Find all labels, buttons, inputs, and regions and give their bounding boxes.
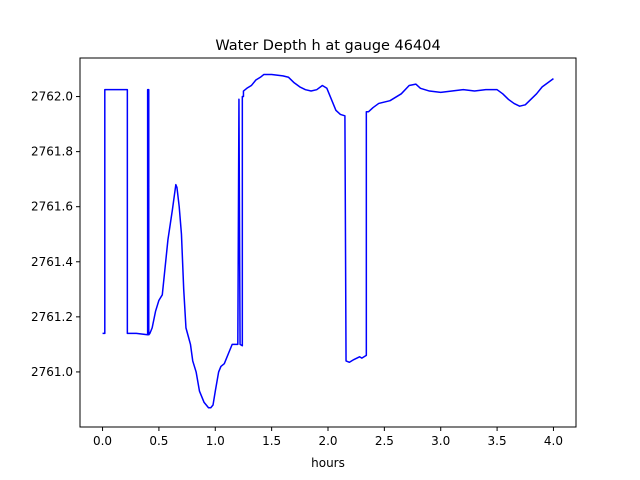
x-tick-label: 0.5 [149,434,168,448]
series-line-0 [102,73,554,409]
x-tick-label: 1.5 [262,434,281,448]
x-tick-label: 4.0 [544,434,563,448]
x-axis-label: hours [311,456,345,470]
x-tick-label: 2.0 [318,434,337,448]
x-tick-label: 1.0 [206,434,225,448]
chart-title: Water Depth h at gauge 46404 [215,38,440,54]
y-tick-label: 2761.2 [31,310,73,324]
axes-frame [79,57,577,428]
y-axis: 2761.0 2761.2 2761.4 2761.6 2761.8 2762.0 [31,90,80,379]
x-tick-label: 0.0 [93,434,112,448]
x-tick-label: 3.5 [488,434,507,448]
y-tick-label: 2761.6 [31,200,73,214]
x-tick-label: 2.5 [375,434,394,448]
x-axis: 0.0 0.5 1.0 1.5 2.0 2.5 3.0 3.5 4.0 [93,427,563,448]
x-tick-label: 3.0 [431,434,450,448]
plot-area [102,73,554,409]
y-tick-label: 2761.0 [31,365,73,379]
y-tick-label: 2761.4 [31,255,73,269]
y-tick-label: 2762.0 [31,90,73,104]
y-tick-label: 2761.8 [31,145,73,159]
